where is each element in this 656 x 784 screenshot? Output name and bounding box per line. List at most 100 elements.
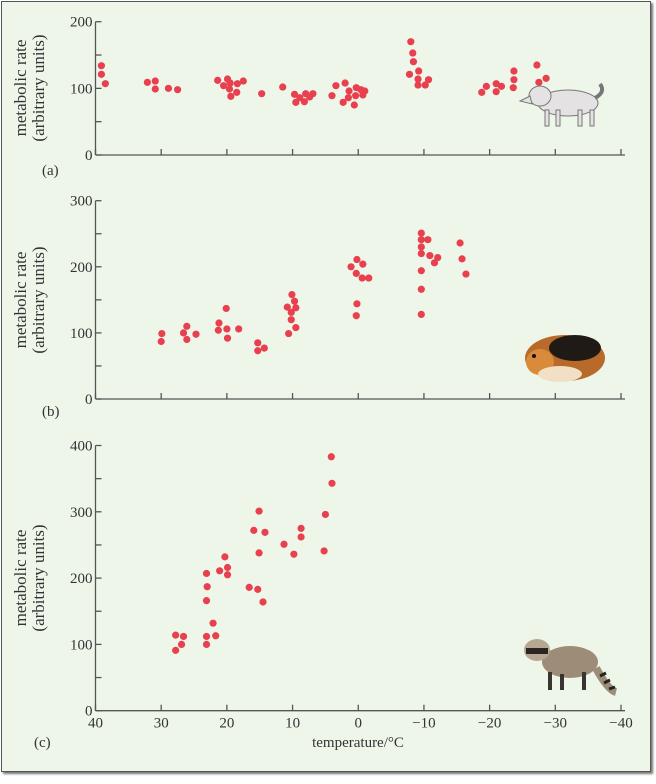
data-point xyxy=(227,92,235,100)
data-point xyxy=(239,77,247,85)
data-point xyxy=(462,270,470,278)
data-point xyxy=(332,82,340,90)
plot-area-b: 0 100 200 300 xyxy=(70,194,625,408)
data-point xyxy=(202,597,211,605)
data-point xyxy=(223,325,231,333)
data-point xyxy=(283,303,291,311)
panel-label: (c) xyxy=(34,735,51,751)
data-point xyxy=(414,75,422,83)
data-point xyxy=(192,330,200,338)
panel-b: metabolic rate (arbitrary units) (b) xyxy=(11,246,60,420)
data-point xyxy=(202,632,211,641)
data-point xyxy=(292,304,300,312)
data-point xyxy=(328,479,336,487)
data-point xyxy=(417,236,425,244)
data-point xyxy=(353,255,361,264)
data-point xyxy=(97,62,106,70)
data-point xyxy=(417,267,425,275)
x-tick-label: −10 xyxy=(412,716,435,732)
y-tick-label: 200 xyxy=(70,15,93,31)
data-point xyxy=(203,583,211,591)
data-point xyxy=(172,646,180,654)
data-point xyxy=(258,90,266,98)
data-point xyxy=(352,92,360,100)
y-tick-label: 0 xyxy=(85,704,93,720)
panel-label: (b) xyxy=(42,404,60,420)
y-axis-label-line1: metabolic rate xyxy=(11,252,30,349)
data-point xyxy=(235,325,243,333)
data-point xyxy=(365,274,373,282)
data-point xyxy=(341,79,349,87)
data-point xyxy=(405,70,414,78)
data-point xyxy=(202,569,211,578)
data-point xyxy=(223,571,232,579)
data-point xyxy=(151,77,159,85)
data-point xyxy=(482,82,490,90)
y-tick-label: 200 xyxy=(70,571,93,587)
data-point xyxy=(179,329,188,337)
data-point xyxy=(202,640,211,649)
data-point xyxy=(250,526,258,534)
data-point xyxy=(510,76,518,84)
y-tick-label: 0 xyxy=(85,392,93,408)
data-point xyxy=(287,316,295,324)
data-point xyxy=(255,507,263,515)
data-point xyxy=(226,79,234,87)
x-tick-label: 40 xyxy=(88,716,103,732)
data-point xyxy=(434,253,442,262)
data-point xyxy=(415,67,423,75)
data-point xyxy=(297,533,305,541)
y-axis-label-line2: (arbitrary units) xyxy=(29,34,48,141)
data-point xyxy=(456,239,464,247)
x-tick-label: 30 xyxy=(154,716,169,732)
data-point xyxy=(214,326,222,334)
data-point xyxy=(417,229,425,237)
data-point xyxy=(254,347,262,355)
data-point xyxy=(353,300,361,308)
y-tick-label: 400 xyxy=(70,439,93,455)
data-point xyxy=(321,510,330,519)
data-point xyxy=(287,308,295,317)
data-point xyxy=(216,567,224,575)
panel-c: metabolic rate (arbitrary units) (c) tem… xyxy=(11,524,404,751)
y-tick-label: 0 xyxy=(85,148,93,164)
data-point xyxy=(179,632,188,641)
data-point xyxy=(290,297,299,305)
data-point xyxy=(535,78,543,86)
data-point xyxy=(292,324,300,332)
data-point xyxy=(223,334,232,342)
data-point xyxy=(212,632,220,640)
y-tick-label: 300 xyxy=(70,194,93,210)
data-point xyxy=(285,329,293,338)
data-point xyxy=(339,98,347,106)
data-point xyxy=(533,61,541,69)
x-tick-label: −30 xyxy=(544,716,567,732)
data-point xyxy=(233,80,241,88)
data-point xyxy=(214,76,222,84)
data-point xyxy=(421,81,429,89)
data-point xyxy=(164,84,173,92)
data-point xyxy=(347,263,355,271)
y-tick-label: 300 xyxy=(70,505,93,521)
data-point xyxy=(245,583,253,591)
data-point xyxy=(542,74,550,82)
panel-label: (a) xyxy=(42,163,59,179)
data-point xyxy=(261,528,269,536)
data-point xyxy=(510,67,518,75)
data-point xyxy=(352,312,360,320)
data-point xyxy=(172,631,180,639)
data-point xyxy=(292,98,300,106)
data-point xyxy=(279,83,287,91)
data-point xyxy=(219,82,228,90)
data-point xyxy=(492,88,500,96)
data-point xyxy=(417,249,425,258)
data-point xyxy=(417,310,425,318)
data-point xyxy=(143,78,151,86)
panel-a: metabolic rate (arbitrary units) (a) xyxy=(11,34,59,179)
y-axis-label-line1: metabolic rate xyxy=(11,530,30,627)
data-point xyxy=(358,274,366,282)
data-point xyxy=(424,236,432,244)
raccoon-illustration xyxy=(524,639,618,696)
data-point xyxy=(288,290,296,299)
